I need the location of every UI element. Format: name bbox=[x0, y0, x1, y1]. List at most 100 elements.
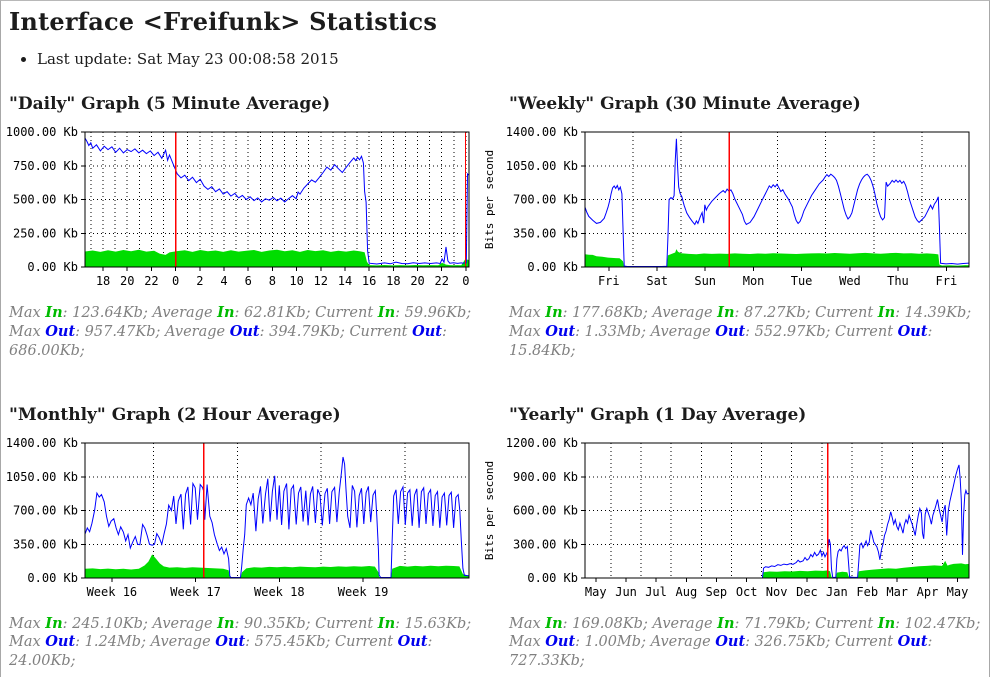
stat-dir-label: In bbox=[877, 614, 896, 632]
stats-line-out: Max Out: 1.00Mb; Average Out: 326.75Kb; … bbox=[509, 633, 989, 671]
stat-dir-label: Out bbox=[545, 633, 576, 651]
stat-text: : 59.96Kb; bbox=[395, 305, 472, 321]
svg-text:Week 18: Week 18 bbox=[254, 585, 305, 599]
stat-text: Average bbox=[150, 634, 216, 651]
stat-dir-label: Out bbox=[397, 633, 428, 651]
svg-text:700.00 Kb: 700.00 Kb bbox=[513, 193, 578, 207]
svg-text:1050.00 Kb: 1050.00 Kb bbox=[6, 469, 78, 483]
svg-text:Sun: Sun bbox=[694, 274, 716, 288]
stat-dir-label: In bbox=[545, 614, 563, 632]
stat-text: : 62.81Kb; bbox=[234, 305, 316, 321]
stat-text: Max bbox=[509, 305, 546, 321]
traffic-graph-yearly: 0.00 Kb 300.00 Kb 600.00 Kb 900.00 Kb 1200.0… bbox=[483, 436, 970, 599]
svg-text:Bits per second: Bits per second bbox=[483, 460, 496, 559]
stat-text: : 15.63Kb; bbox=[395, 615, 472, 632]
svg-text:Fri: Fri bbox=[936, 274, 958, 288]
traffic-stats-daily: Max In: 123.64Kb; Average In: 62.81Kb; C… bbox=[9, 304, 497, 361]
svg-text:1400.00 Kb: 1400.00 Kb bbox=[506, 125, 578, 139]
stat-text: : 90.35Kb; bbox=[234, 615, 316, 632]
stat-text: Max bbox=[9, 305, 46, 321]
stat-text: Current bbox=[835, 323, 898, 340]
stat-text: Max bbox=[509, 615, 546, 632]
stat-text: : 575.45Kb; bbox=[245, 634, 335, 651]
svg-text:900.00 Kb: 900.00 Kb bbox=[513, 469, 578, 483]
traffic-graph-daily: 0.00 Kb 250.00 Kb 500.00 Kb 750.00 Kb 1000.0… bbox=[6, 125, 470, 288]
svg-text:700.00 Kb: 700.00 Kb bbox=[13, 503, 78, 517]
stat-text: Max bbox=[9, 615, 46, 632]
stat-dir-label: Out bbox=[897, 322, 928, 340]
stat-dir-label: In bbox=[717, 614, 735, 632]
stat-text: Current bbox=[835, 634, 898, 651]
stat-text: : 71.79Kb; bbox=[734, 615, 816, 632]
stat-dir-label: Out bbox=[412, 322, 442, 340]
stat-text: : 102.47Kb; bbox=[895, 615, 981, 632]
svg-text:0.00 Kb: 0.00 Kb bbox=[27, 571, 78, 585]
svg-text:May: May bbox=[947, 585, 969, 599]
last-update: Last update: Sat May 23 00:08:58 2015 bbox=[37, 50, 989, 68]
stat-text: Average bbox=[652, 615, 718, 632]
graph-section-monthly: "Monthly" Graph (2 Hour Average) 0.00 Kb… bbox=[6, 387, 497, 672]
svg-text:2: 2 bbox=[196, 274, 203, 288]
stat-text: : 15.84Kb; bbox=[509, 323, 933, 359]
stat-text: Current bbox=[315, 615, 378, 632]
stat-text: Current bbox=[335, 634, 398, 651]
svg-text:0.00 Kb: 0.00 Kb bbox=[27, 260, 78, 274]
stat-text: : 169.08Kb; bbox=[562, 615, 653, 632]
svg-text:1200.00 Kb: 1200.00 Kb bbox=[506, 436, 578, 450]
stat-dir-label: In bbox=[45, 304, 63, 321]
stat-text: : 87.27Kb; bbox=[734, 305, 816, 321]
stat-dir-label: Out bbox=[45, 633, 76, 651]
svg-text:4: 4 bbox=[220, 274, 227, 288]
svg-text:350.00 Kb: 350.00 Kb bbox=[13, 537, 78, 551]
stats-line-in: Max In: 169.08Kb; Average In: 71.79Kb; C… bbox=[509, 615, 989, 634]
svg-text:22: 22 bbox=[435, 274, 449, 288]
svg-text:16: 16 bbox=[362, 274, 376, 288]
graphs-grid: "Daily" Graph (5 Minute Average) 0.00 Kb… bbox=[6, 76, 989, 672]
stat-text: : 394.79Kb; bbox=[259, 323, 350, 340]
stat-dir-label: Out bbox=[229, 322, 260, 340]
stat-text: Average bbox=[650, 634, 716, 651]
stat-dir-label: In bbox=[217, 304, 235, 321]
svg-text:0.00 Kb: 0.00 Kb bbox=[527, 571, 578, 585]
graph-section-weekly: "Weekly" Graph (30 Minute Average) 0.00 … bbox=[483, 76, 989, 361]
svg-text:14: 14 bbox=[338, 274, 352, 288]
page-title: Interface <Freifunk> Statistics bbox=[9, 7, 438, 36]
svg-text:500.00 Kb: 500.00 Kb bbox=[13, 193, 78, 207]
stat-text: : 245.10Kb; bbox=[62, 615, 153, 632]
stats-line-in: Max In: 123.64Kb; Average In: 62.81Kb; C… bbox=[9, 304, 497, 323]
svg-text:8: 8 bbox=[269, 274, 276, 288]
stat-text: : 1.24Mb; bbox=[75, 634, 151, 651]
svg-text:Mon: Mon bbox=[743, 274, 765, 288]
svg-text:1050.00 Kb: 1050.00 Kb bbox=[506, 159, 578, 173]
stat-text: : 177.68Kb; bbox=[562, 305, 653, 321]
graph-heading-yearly: "Yearly" Graph (1 Day Average) bbox=[509, 404, 807, 425]
stat-dir-label: Out bbox=[545, 322, 576, 340]
traffic-stats-yearly: Max In: 169.08Kb; Average In: 71.79Kb; C… bbox=[509, 615, 989, 672]
svg-text:0: 0 bbox=[462, 274, 469, 288]
svg-text:Tue: Tue bbox=[791, 274, 813, 288]
stat-dir-label: In bbox=[877, 304, 896, 321]
svg-text:Sep: Sep bbox=[705, 585, 727, 599]
svg-text:Aug: Aug bbox=[676, 585, 698, 599]
stats-line-out: Max Out: 1.24Mb; Average Out: 575.45Kb; … bbox=[9, 633, 497, 671]
stat-dir-label: Out bbox=[897, 633, 928, 651]
stat-text: Max bbox=[9, 634, 46, 651]
stat-text: : 686.00Kb; bbox=[9, 323, 447, 359]
svg-text:Week 19: Week 19 bbox=[338, 585, 389, 599]
svg-text:600.00 Kb: 600.00 Kb bbox=[513, 503, 578, 517]
stat-text: : 1.33Mb; bbox=[575, 323, 651, 340]
stats-line-out: Max Out: 957.47Kb; Average Out: 394.79Kb… bbox=[9, 323, 497, 361]
stat-text: : 14.39Kb; bbox=[895, 305, 972, 321]
svg-text:350.00 Kb: 350.00 Kb bbox=[513, 226, 578, 240]
svg-text:Thu: Thu bbox=[887, 274, 909, 288]
stats-line-in: Max In: 245.10Kb; Average In: 90.35Kb; C… bbox=[9, 615, 497, 634]
graph-heading-monthly: "Monthly" Graph (2 Hour Average) bbox=[9, 404, 341, 425]
graph-section-yearly: "Yearly" Graph (1 Day Average) 0.00 Kb 30… bbox=[483, 387, 989, 672]
stat-text: Current bbox=[815, 615, 878, 632]
stat-text: Average bbox=[152, 305, 218, 321]
stat-dir-label: In bbox=[45, 614, 63, 632]
svg-text:6: 6 bbox=[245, 274, 252, 288]
svg-text:22: 22 bbox=[144, 274, 158, 288]
svg-text:18: 18 bbox=[96, 274, 110, 288]
